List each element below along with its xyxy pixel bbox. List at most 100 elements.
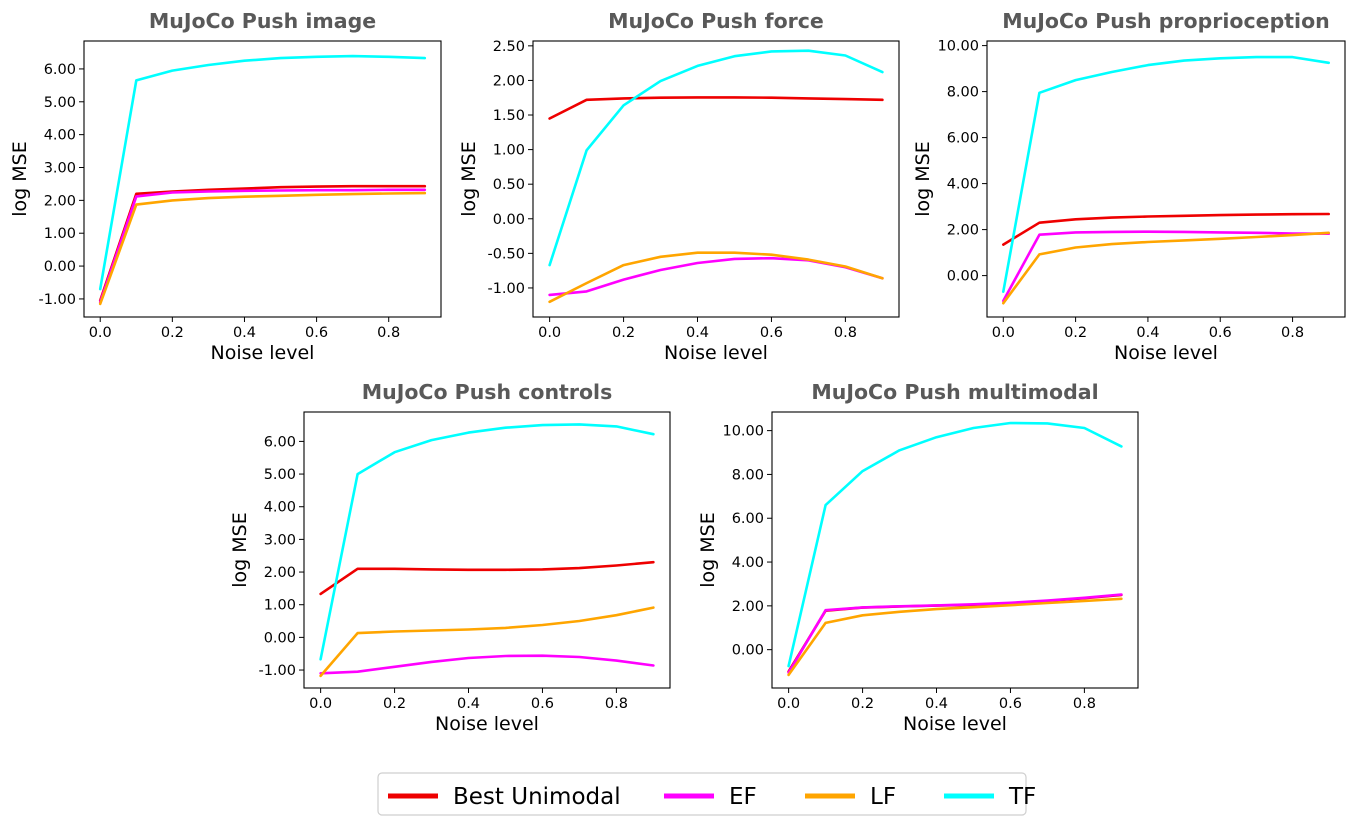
chart-mujoco-push-multimodal: MuJoCo Push multimodal 0.0 0.2 0.4 0.6 0.8 0.0… — [697, 380, 1139, 735]
x-axis-label: Noise level — [664, 342, 768, 364]
x-tick-label: 0.4 — [686, 325, 709, 341]
y-tick-label: 6.00 — [264, 434, 296, 450]
x-tick-label: 0.6 — [999, 696, 1022, 712]
chart-mujoco-push-controls: MuJoCo Push controls 0.0 0.2 0.4 0.6 0.8 -1.00… — [229, 380, 671, 735]
legend-item-ef: EF — [664, 784, 757, 810]
y-tick-label: -1.00 — [258, 663, 296, 679]
legend-label: LF — [870, 784, 896, 810]
series-line-lf — [787, 597, 1123, 677]
series-line-lf — [1001, 231, 1330, 305]
legend-item-lf: LF — [805, 784, 896, 810]
y-tick-label: 6.00 — [732, 511, 764, 527]
x-tick-label: 0.6 — [760, 325, 783, 341]
y-tick-label: 4.00 — [732, 555, 764, 571]
series-line-ef — [98, 188, 427, 304]
chart-title: MuJoCo Push image — [149, 9, 376, 33]
plot-frame — [303, 411, 671, 689]
legend-label: TF — [1008, 784, 1036, 810]
y-tick-label: 0.00 — [264, 630, 296, 646]
chart-title: MuJoCo Push controls — [362, 380, 613, 404]
y-tick-label: 1.00 — [44, 226, 76, 242]
series-line-ef — [319, 654, 655, 675]
series-line-tf — [98, 54, 427, 291]
x-axis-label: Noise level — [1114, 342, 1218, 364]
legend-label: EF — [729, 784, 757, 810]
y-tick-label: 10.00 — [937, 39, 979, 55]
series-line-tf — [1001, 55, 1330, 294]
x-axis-label: Noise level — [903, 713, 1007, 735]
y-tick-label: 1.50 — [493, 108, 525, 124]
y-tick-label: 0.00 — [44, 259, 76, 275]
y-tick-label: 5.00 — [264, 467, 296, 483]
y-tick-label: 0.00 — [732, 643, 764, 659]
y-tick-label: 8.00 — [947, 85, 979, 101]
y-tick-label: 10.00 — [722, 424, 764, 440]
x-tick-label: 0.8 — [1281, 325, 1304, 341]
plot-frame — [83, 40, 442, 318]
x-tick-label: 0.2 — [851, 696, 874, 712]
series-line-best-unimodal — [98, 184, 427, 302]
legend-item-tf: TF — [944, 784, 1036, 810]
series-line-best-unimodal — [319, 560, 655, 596]
x-tick-label: 0.0 — [992, 325, 1015, 341]
y-axis-label: log MSE — [697, 512, 719, 587]
y-tick-label: 1.00 — [493, 143, 525, 159]
y-tick-label: 8.00 — [732, 467, 764, 483]
chart-title: MuJoCo Push multimodal — [811, 380, 1098, 404]
plot-frame — [771, 411, 1139, 689]
series-line-lf — [548, 251, 884, 304]
series-line-tf — [319, 423, 655, 661]
series-line-lf — [319, 606, 655, 678]
x-tick-label: 0.4 — [925, 696, 948, 712]
y-tick-label: 0.00 — [947, 269, 979, 285]
y-axis-label: log MSE — [912, 141, 934, 216]
x-tick-label: 0.0 — [538, 325, 561, 341]
chart-mujoco-push-proprioception: MuJoCo Push proprioception 0.0 0.2 0.4 0.6 0.… — [912, 9, 1346, 364]
chart-mujoco-push-force: MuJoCo Push force 0.0 0.2 0.4 0.6 0.8 -1.00 -0.… — [458, 9, 900, 364]
series-line-lf — [98, 191, 427, 306]
series-line-tf — [548, 49, 884, 267]
y-tick-label: 2.00 — [44, 193, 76, 209]
y-tick-label: 2.50 — [493, 39, 525, 55]
series-line-tf — [787, 421, 1123, 668]
x-tick-label: 0.8 — [605, 696, 628, 712]
x-tick-label: 0.0 — [309, 696, 332, 712]
x-tick-label: 0.8 — [834, 325, 857, 341]
y-axis-label: log MSE — [9, 141, 31, 216]
x-tick-label: 0.6 — [305, 325, 328, 341]
y-tick-label: 2.00 — [947, 223, 979, 239]
x-tick-label: 0.2 — [383, 696, 406, 712]
x-tick-label: 0.2 — [161, 325, 184, 341]
chart-mujoco-push-image: MuJoCo Push image 0.0 0.2 0.4 0.6 0.8 -1.00 0.0… — [9, 9, 442, 364]
y-tick-label: 4.00 — [44, 128, 76, 144]
y-axis-label: log MSE — [458, 141, 480, 216]
series-line-ef — [787, 593, 1123, 675]
x-tick-label: 0.8 — [377, 325, 400, 341]
x-axis-label: Noise level — [211, 342, 315, 364]
x-tick-label: 0.0 — [777, 696, 800, 712]
x-tick-label: 0.8 — [1073, 696, 1096, 712]
chart-title: MuJoCo Push proprioception — [1002, 9, 1330, 33]
y-tick-label: 3.00 — [44, 161, 76, 177]
plot-frame — [532, 40, 900, 318]
x-tick-label: 0.2 — [612, 325, 635, 341]
y-tick-label: 2.00 — [732, 599, 764, 615]
x-tick-label: 0.6 — [1209, 325, 1232, 341]
x-axis-label: Noise level — [435, 713, 539, 735]
y-tick-label: -1.00 — [38, 292, 76, 308]
y-tick-label: 1.00 — [264, 598, 296, 614]
y-tick-label: 6.00 — [947, 131, 979, 147]
y-tick-label: 0.50 — [493, 177, 525, 193]
legend-item-best-unimodal: Best Unimodal — [388, 784, 621, 810]
x-tick-label: 0.4 — [1136, 325, 1159, 341]
series-line-ef — [1001, 230, 1330, 303]
y-tick-label: 2.00 — [493, 73, 525, 89]
legend: Best Unimodal EF LF TF — [377, 772, 1036, 816]
y-tick-label: 5.00 — [44, 95, 76, 111]
y-tick-label: 0.00 — [493, 212, 525, 228]
y-tick-label: -1.00 — [487, 281, 525, 297]
y-tick-label: 2.00 — [264, 565, 296, 581]
x-tick-label: 0.2 — [1064, 325, 1087, 341]
x-tick-label: 0.4 — [457, 696, 480, 712]
